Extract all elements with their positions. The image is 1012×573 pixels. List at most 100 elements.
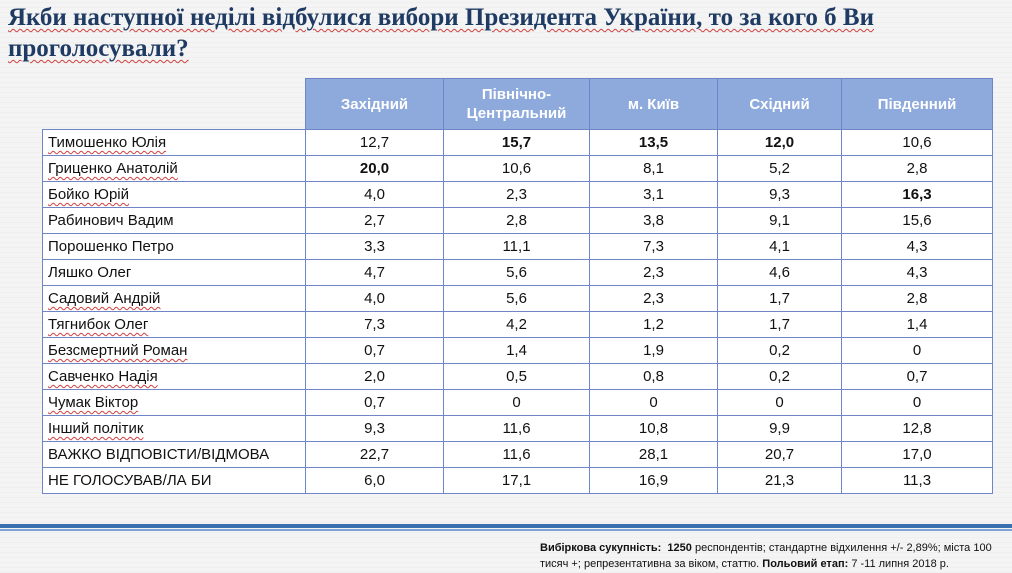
region-value-cell: 2,8 (443, 207, 590, 234)
region-value-cell: 4,0 (305, 181, 444, 208)
candidate-name: Інший політик (42, 415, 306, 442)
candidate-name: Порошенко Петро (42, 233, 306, 260)
stage-dates: 7 -11 липня 2018 р. (851, 558, 949, 570)
region-value-cell: 12,0 (717, 129, 842, 156)
region-value-cell: 9,9 (717, 415, 842, 442)
region-value-cell: 3,1 (589, 181, 718, 208)
region-value-cell: 20,0 (305, 155, 444, 182)
region-value-cell: 0,7 (841, 363, 993, 390)
region-value-cell: 13,5 (589, 129, 718, 156)
footer-divider (0, 524, 1012, 528)
region-value-cell: 28,1 (589, 441, 718, 468)
region-value-cell: 0,8 (589, 363, 718, 390)
region-value-cell: 1,2 (589, 311, 718, 338)
region-value-cell: 7,3 (305, 311, 444, 338)
candidate-name: Садовий Андрій (42, 285, 306, 312)
candidate-name: Рабинович Вадим (42, 207, 306, 234)
region-value-cell: 0 (841, 337, 993, 364)
candidate-name: ВАЖКО ВІДПОВІСТИ/ВІДМОВА (42, 441, 306, 468)
table-corner (43, 79, 306, 130)
region-value-cell: 0 (717, 389, 842, 416)
region-value-cell: 0,2 (717, 337, 842, 364)
region-value-cell: 1,4 (841, 311, 993, 338)
region-value-cell: 16,3 (841, 181, 993, 208)
region-value-cell: 4,7 (305, 259, 444, 286)
region-value-cell: 4,3 (841, 233, 993, 260)
table-row: Тягнибок Олег 7,3 4,2 1,2 1,7 1,4 (42, 311, 993, 338)
table-row: Порошенко Петро 3,3 11,1 7,3 4,1 4,3 (42, 233, 993, 260)
region-value-cell: 0 (589, 389, 718, 416)
region-value-cell: 3,3 (305, 233, 444, 260)
region-value-cell: 2,8 (841, 285, 993, 312)
region-value-cell: 10,6 (443, 155, 590, 182)
region-value-cell: 11,3 (841, 467, 993, 494)
table-row: Тимошенко Юлія 12,7 15,7 13,5 12,0 10,6 (42, 129, 993, 156)
region-value-cell: 4,0 (305, 285, 444, 312)
region-value-cell: 5,6 (443, 259, 590, 286)
region-value-cell: 0,7 (305, 337, 444, 364)
footer-divider-thin (0, 529, 1012, 531)
region-value-cell: 15,6 (841, 207, 993, 234)
region-value-cell: 2,3 (443, 181, 590, 208)
region-value-cell: 17,1 (443, 467, 590, 494)
candidate-name: Савченко Надія (42, 363, 306, 390)
column-header: Східний (717, 78, 842, 130)
region-value-cell: 2,8 (841, 155, 993, 182)
region-value-cell: 4,6 (717, 259, 842, 286)
candidate-name: Гриценко Анатолій (42, 155, 306, 182)
region-value-cell: 12,8 (841, 415, 993, 442)
region-value-cell: 4,3 (841, 259, 993, 286)
table-row: Садовий Андрій 4,0 5,6 2,3 1,7 2,8 (42, 285, 993, 312)
region-value-cell: 20,7 (717, 441, 842, 468)
region-value-cell: 2,7 (305, 207, 444, 234)
table-row: Чумак Віктор 0,7 0 0 0 0 (42, 389, 993, 416)
region-value-cell: 3,8 (589, 207, 718, 234)
region-value-cell: 2,3 (589, 259, 718, 286)
region-value-cell: 2,0 (305, 363, 444, 390)
region-value-cell: 5,2 (717, 155, 842, 182)
column-header: Західний (305, 78, 444, 130)
candidate-name: Бойко Юрій (42, 181, 306, 208)
region-value-cell: 8,1 (589, 155, 718, 182)
candidate-name: Тягнибок Олег (42, 311, 306, 338)
region-value-cell: 9,1 (717, 207, 842, 234)
candidate-name: Безсмертний Роман (42, 337, 306, 364)
region-value-cell: 0 (443, 389, 590, 416)
table-row: Савченко Надія 2,0 0,5 0,8 0,2 0,7 (42, 363, 993, 390)
column-header: м. Київ (589, 78, 718, 130)
region-value-cell: 9,3 (717, 181, 842, 208)
table-header-row: Західний Північно- Центральний м. Київ Сх… (43, 78, 993, 130)
candidate-name: Ляшко Олег (42, 259, 306, 286)
poll-results-table: Західний Північно- Центральний м. Київ Сх… (42, 78, 993, 494)
table-row: Рабинович Вадим 2,7 2,8 3,8 9,1 15,6 (42, 207, 993, 234)
column-header: Північно- Центральний (443, 78, 590, 130)
region-value-cell: 2,3 (589, 285, 718, 312)
sample-text: респондентів; стандартне відхилення +/- … (540, 542, 992, 570)
region-value-cell: 17,0 (841, 441, 993, 468)
region-value-cell: 0,2 (717, 363, 842, 390)
region-value-cell: 4,2 (443, 311, 590, 338)
region-value-cell: 0,5 (443, 363, 590, 390)
table-row: Інший політик 9,3 11,6 10,8 9,9 12,8 (42, 415, 993, 442)
region-value-cell: 22,7 (305, 441, 444, 468)
methodology-note: Вибіркова сукупність: 1250 респондентів;… (540, 540, 1012, 572)
region-value-cell: 12,7 (305, 129, 444, 156)
region-value-cell: 0 (841, 389, 993, 416)
region-value-cell: 7,3 (589, 233, 718, 260)
region-value-cell: 1,7 (717, 285, 842, 312)
region-value-cell: 9,3 (305, 415, 444, 442)
sample-label: Вибіркова сукупність: (540, 542, 662, 554)
sample-count: 1250 (667, 542, 692, 554)
table-row: Гриценко Анатолій 20,0 10,6 8,1 5,2 2,8 (42, 155, 993, 182)
region-value-cell: 1,7 (717, 311, 842, 338)
region-value-cell: 11,1 (443, 233, 590, 260)
table-row: НЕ ГОЛОСУВАВ/ЛА БИ 6,0 17,1 16,9 21,3 11,3 (42, 467, 993, 494)
region-value-cell: 1,4 (443, 337, 590, 364)
stage-label: Польовий етап: (762, 558, 849, 570)
region-value-cell: 16,9 (589, 467, 718, 494)
candidate-name: Чумак Віктор (42, 389, 306, 416)
slide-title: Якби наступної неділі відбулися вибори П… (8, 4, 875, 62)
table-row: Ляшко Олег 4,7 5,6 2,3 4,6 4,3 (42, 259, 993, 286)
region-value-cell: 5,6 (443, 285, 590, 312)
region-value-cell: 0,7 (305, 389, 444, 416)
